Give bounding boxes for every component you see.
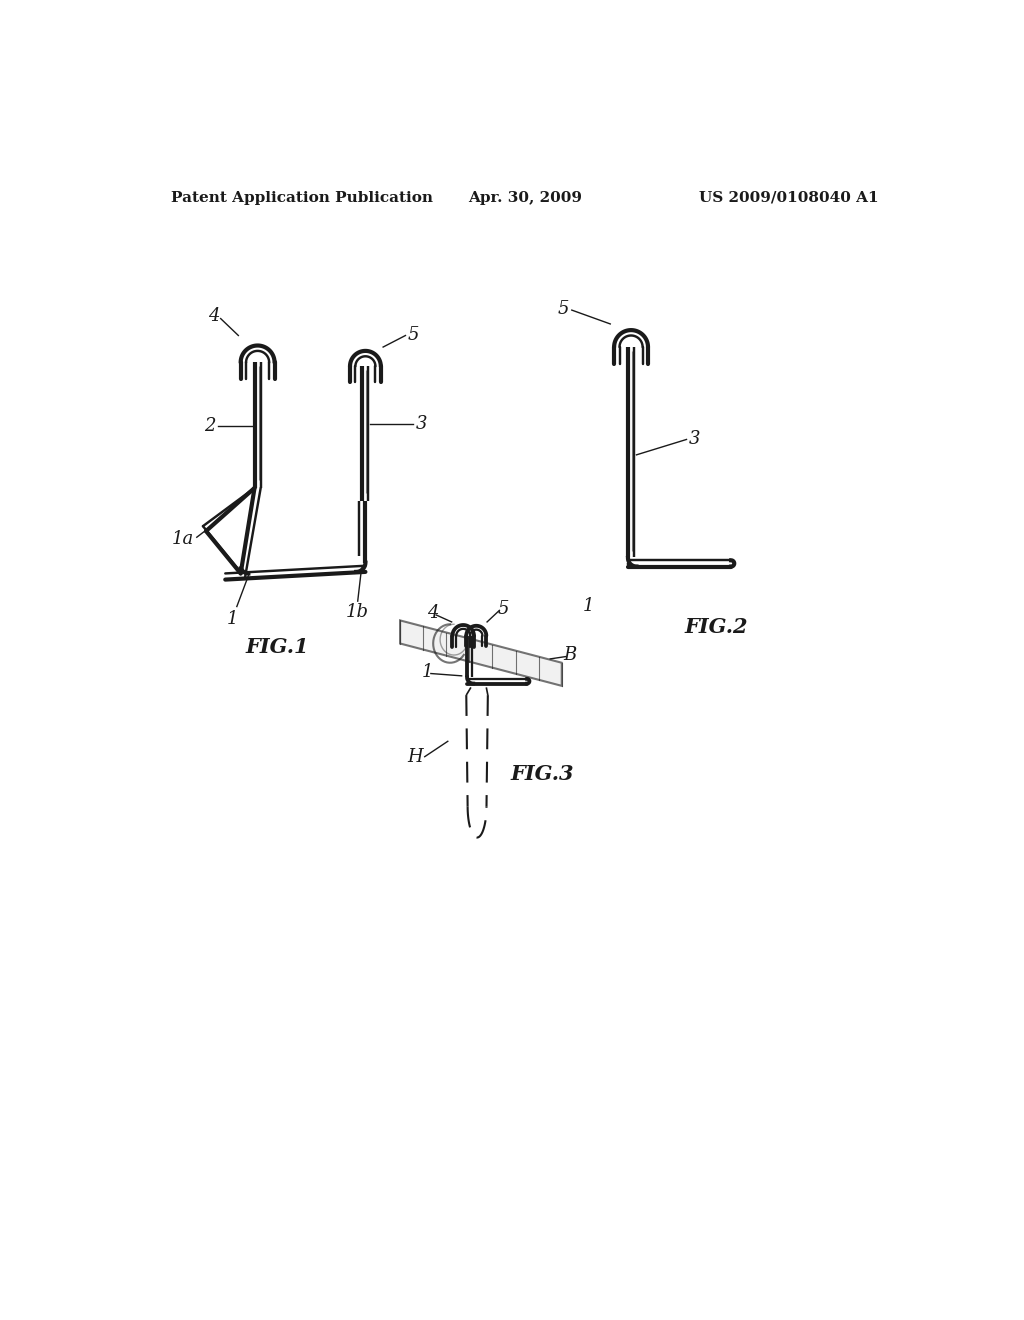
Text: 1a: 1a [172,529,195,548]
Text: 1b: 1b [346,603,370,620]
Text: 3: 3 [689,430,700,449]
Text: 4: 4 [427,603,438,622]
Polygon shape [400,620,562,686]
Text: 2: 2 [204,417,215,436]
Text: Apr. 30, 2009: Apr. 30, 2009 [468,191,582,205]
Text: B: B [563,645,577,664]
Text: H: H [408,747,423,766]
Text: 1: 1 [227,610,239,628]
Text: 1: 1 [583,598,595,615]
Text: US 2009/0108040 A1: US 2009/0108040 A1 [699,191,879,205]
Text: FIG.3: FIG.3 [511,764,574,784]
Text: 4: 4 [208,308,219,325]
Text: FIG.2: FIG.2 [684,616,748,636]
Text: 5: 5 [498,599,509,618]
Text: 5: 5 [408,326,419,345]
Text: FIG.1: FIG.1 [245,638,308,657]
Text: 1: 1 [421,663,433,681]
Text: 5: 5 [558,300,569,318]
Text: 3: 3 [416,414,427,433]
Text: Patent Application Publication: Patent Application Publication [171,191,432,205]
